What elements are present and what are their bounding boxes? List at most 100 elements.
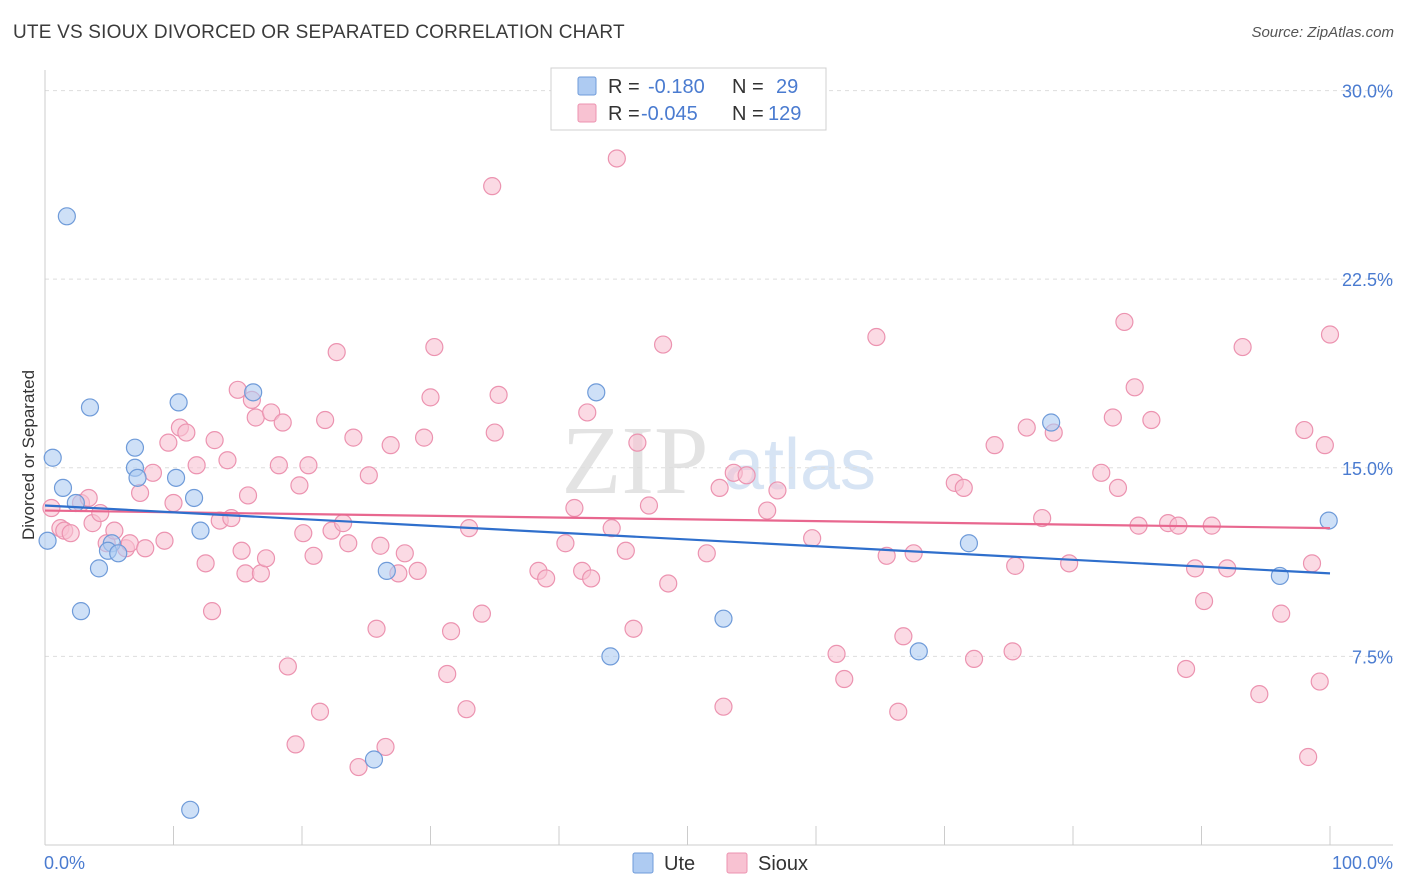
sioux-point-20: [187, 456, 206, 475]
sioux-point-93: [803, 529, 822, 548]
sioux-point-34: [256, 549, 276, 568]
sioux-point-100: [904, 544, 923, 563]
sioux-point-81: [624, 619, 643, 638]
sioux-point-39: [286, 735, 305, 754]
sioux-point-42: [299, 456, 318, 475]
legend-sioux-swatch: [577, 103, 597, 123]
ute-point-5: [53, 478, 73, 498]
sioux-point-131: [1310, 672, 1329, 691]
sioux-point-125: [1233, 337, 1252, 357]
sioux-point-111: [1092, 463, 1111, 482]
sioux-point-87: [710, 478, 729, 498]
ute-point-24: [714, 609, 733, 628]
axes: [44, 70, 1393, 846]
sioux-point-60: [414, 428, 434, 447]
sioux-point-49: [339, 534, 358, 553]
sioux-point-63: [438, 664, 457, 684]
sioux-point-99: [894, 627, 913, 646]
sioux-point-122: [1194, 591, 1214, 611]
sioux-point-90: [737, 466, 756, 485]
ute-point-12: [128, 468, 147, 487]
sioux-point-97: [877, 546, 896, 565]
ute-point-0: [57, 207, 76, 226]
sioux-point-27: [228, 380, 247, 399]
ute-point-1: [43, 448, 62, 467]
sioux-point-55: [376, 737, 395, 757]
sioux-point-21: [196, 554, 215, 573]
ute-point-11: [71, 602, 91, 621]
sioux-point-62: [425, 337, 444, 357]
ute-point-16: [169, 393, 188, 412]
bottom-legend-sioux-swatch: [726, 852, 748, 874]
sioux-point-52: [359, 466, 378, 485]
y-tick-labels: 7.5% 15.0% 22.5% 30.0%: [1342, 82, 1393, 668]
sioux-point-110: [1060, 554, 1079, 573]
sioux-point-28: [232, 541, 251, 560]
sioux-point-128: [1295, 420, 1314, 440]
sioux-point-114: [1115, 312, 1134, 332]
ute-point-26: [959, 534, 979, 553]
sioux-point-78: [602, 519, 621, 538]
ute-point-4: [66, 493, 85, 513]
ute-point-18: [244, 383, 263, 402]
ute-point-22: [587, 383, 606, 402]
sioux-point-104: [985, 436, 1004, 455]
sioux-point-17: [164, 493, 183, 513]
sioux-point-44: [310, 702, 330, 721]
sioux-point-53: [367, 619, 386, 638]
y-tick-label-3: 30.0%: [1342, 82, 1393, 102]
sioux-point-107: [1017, 418, 1036, 437]
y-tick-label-0: 7.5%: [1352, 647, 1393, 667]
legend-ute-r-value: -0.180: [648, 76, 705, 98]
sioux-point-23: [205, 431, 224, 450]
sioux-point-37: [273, 413, 292, 432]
sioux-point-56: [381, 436, 400, 455]
sioux-point-72: [537, 569, 556, 588]
bottom-legend-ute-swatch: [632, 852, 654, 874]
bottom-legend-ute-label: Ute: [664, 853, 695, 875]
sioux-point-69: [485, 423, 504, 442]
sioux-point-83: [639, 496, 659, 515]
sioux-point-84: [653, 335, 673, 354]
sioux-point-35: [262, 403, 281, 422]
ute-point-15: [191, 521, 210, 540]
sioux-point-108: [1033, 508, 1052, 528]
ute-point-14: [125, 438, 145, 457]
sioux-point-85: [659, 574, 678, 593]
sioux-point-67: [472, 604, 491, 623]
sioux-point-51: [349, 757, 368, 777]
x-tick-label-0: 0.0%: [44, 853, 85, 873]
sioux-point-50: [344, 428, 363, 447]
y-tick-label-1: 15.0%: [1342, 459, 1393, 479]
sioux-point-91: [758, 501, 777, 520]
series-legend: Ute Sioux: [632, 852, 808, 875]
watermark-zip: ZIP: [562, 407, 709, 515]
series-sioux-points: [42, 149, 1340, 777]
bottom-legend-sioux-label: Sioux: [758, 853, 808, 875]
sioux-point-68: [483, 177, 502, 196]
sioux-point-15: [155, 531, 174, 550]
sioux-point-98: [889, 702, 908, 721]
sioux-point-3: [61, 524, 80, 543]
sioux-point-77: [582, 569, 601, 588]
legend-ute-r-label: R =: [608, 76, 640, 98]
sioux-point-94: [827, 644, 846, 663]
chart-title: UTE VS SIOUX DIVORCED OR SEPARATED CORRE…: [13, 22, 625, 43]
sioux-point-19: [177, 423, 196, 442]
sioux-point-130: [1302, 554, 1322, 573]
sioux-point-58: [395, 544, 414, 563]
sioux-point-47: [327, 343, 346, 362]
sioux-point-59: [408, 561, 427, 580]
sioux-point-121: [1185, 559, 1205, 578]
ute-point-25: [909, 642, 928, 661]
sioux-trend-line: [44, 509, 1331, 530]
sioux-point-105: [1003, 642, 1022, 661]
sioux-point-133: [1320, 325, 1340, 344]
sioux-point-80: [616, 541, 635, 560]
ute-point-10: [89, 559, 109, 578]
ute-trend-line: [44, 504, 1331, 575]
sioux-point-14: [143, 463, 163, 482]
sioux-point-45: [316, 410, 335, 430]
sioux-point-61: [421, 388, 440, 407]
